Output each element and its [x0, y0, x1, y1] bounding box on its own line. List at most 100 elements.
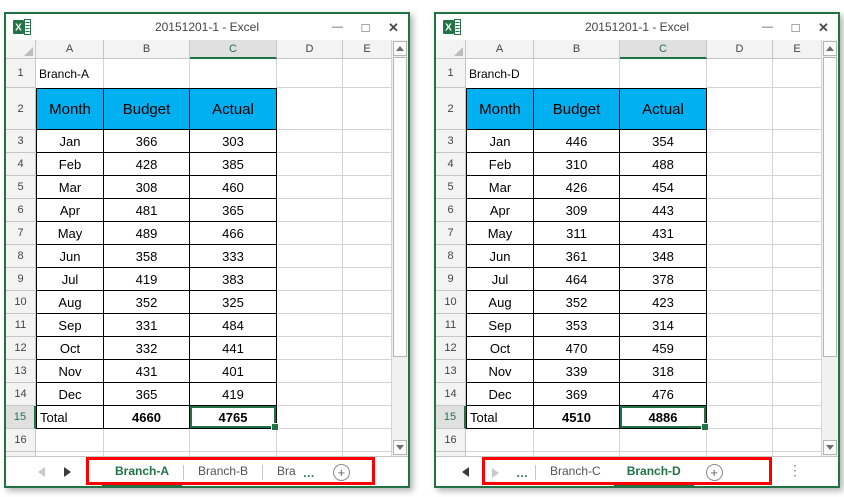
row-header[interactable]: 2 — [436, 88, 466, 130]
header-cell-actual[interactable]: Actual — [620, 88, 707, 130]
cell[interactable] — [773, 383, 821, 406]
cell[interactable] — [343, 59, 391, 88]
row-header[interactable]: 17 — [6, 452, 36, 456]
cell-month[interactable]: May — [36, 222, 104, 245]
cell-actual[interactable]: 460 — [190, 176, 277, 199]
cell[interactable] — [277, 429, 343, 452]
cell[interactable] — [773, 314, 821, 337]
row-header-selected[interactable]: 15 — [6, 406, 36, 429]
minimize-button[interactable]: — — [762, 20, 773, 33]
close-button[interactable]: ✕ — [388, 19, 399, 35]
column-header-a[interactable]: A — [36, 40, 104, 59]
cell-actual[interactable]: 454 — [620, 176, 707, 199]
row-header[interactable]: 8 — [436, 245, 466, 268]
cell[interactable] — [707, 291, 773, 314]
cell-budget[interactable]: 446 — [534, 130, 620, 153]
tab-overflow-ellipsis[interactable]: … — [302, 465, 316, 480]
cell-budget[interactable]: 361 — [534, 245, 620, 268]
row-header[interactable]: 16 — [436, 429, 466, 452]
cell-actual[interactable]: 419 — [190, 383, 277, 406]
row-header[interactable]: 16 — [6, 429, 36, 452]
cell-month[interactable]: Jun — [36, 245, 104, 268]
cell[interactable] — [277, 245, 343, 268]
cell[interactable] — [104, 452, 190, 456]
cell[interactable] — [773, 199, 821, 222]
excel-app-icon[interactable]: X — [443, 19, 461, 35]
cell[interactable] — [343, 314, 391, 337]
cell-budget[interactable]: 470 — [534, 337, 620, 360]
cell[interactable] — [277, 176, 343, 199]
scrollbar-thumb[interactable] — [393, 57, 407, 357]
cell[interactable] — [343, 337, 391, 360]
cell-actual[interactable]: 484 — [190, 314, 277, 337]
sheet-tab-branch-d-active[interactable]: Branch-D — [613, 459, 694, 486]
cell-actual[interactable]: 443 — [620, 199, 707, 222]
cell-budget[interactable]: 419 — [104, 268, 190, 291]
row-header[interactable]: 6 — [436, 199, 466, 222]
cell[interactable] — [773, 130, 821, 153]
cell-month[interactable]: Mar — [36, 176, 104, 199]
cell-actual[interactable]: 476 — [620, 383, 707, 406]
cell-actual[interactable]: 423 — [620, 291, 707, 314]
cell-budget[interactable]: 464 — [534, 268, 620, 291]
cell[interactable] — [773, 222, 821, 245]
cell[interactable] — [343, 406, 391, 429]
sheet-tab-branch-b[interactable]: Branch-B — [198, 464, 249, 478]
cell[interactable] — [620, 452, 707, 456]
column-header-e[interactable]: E — [773, 40, 821, 59]
fill-handle[interactable] — [271, 423, 279, 431]
cell-actual[interactable]: 354 — [620, 130, 707, 153]
cell-budget[interactable]: 431 — [104, 360, 190, 383]
cell-actual[interactable]: 314 — [620, 314, 707, 337]
row-header[interactable]: 13 — [6, 360, 36, 383]
select-all-corner[interactable] — [436, 40, 466, 59]
cell[interactable] — [343, 268, 391, 291]
header-cell-budget[interactable]: Budget — [104, 88, 190, 130]
row-header[interactable]: 5 — [6, 176, 36, 199]
cell[interactable] — [707, 360, 773, 383]
cell[interactable] — [104, 429, 190, 452]
cell[interactable] — [277, 199, 343, 222]
cell[interactable] — [707, 429, 773, 452]
cell-month[interactable]: Aug — [466, 291, 534, 314]
row-header[interactable]: 14 — [436, 383, 466, 406]
cell[interactable] — [343, 383, 391, 406]
cell[interactable] — [773, 268, 821, 291]
cell-a1-sheet-label[interactable]: Branch-A — [36, 59, 104, 88]
cell-total-label[interactable]: Total — [466, 406, 534, 429]
vertical-scrollbar[interactable] — [821, 40, 838, 456]
cell[interactable] — [343, 88, 391, 130]
row-header[interactable]: 10 — [436, 291, 466, 314]
cell[interactable] — [707, 245, 773, 268]
cell-budget[interactable]: 353 — [534, 314, 620, 337]
cell[interactable] — [466, 429, 534, 452]
cell[interactable] — [534, 59, 620, 88]
cell-actual[interactable]: 441 — [190, 337, 277, 360]
cell-month[interactable]: Jan — [466, 130, 534, 153]
cell-budget[interactable]: 310 — [534, 153, 620, 176]
scrollbar-track[interactable] — [392, 357, 408, 439]
cell-month[interactable]: Mar — [466, 176, 534, 199]
cell[interactable] — [707, 337, 773, 360]
cell[interactable] — [707, 153, 773, 176]
cell[interactable] — [773, 406, 821, 429]
cell[interactable] — [707, 88, 773, 130]
scroll-up-button[interactable] — [393, 41, 407, 56]
cell[interactable] — [277, 452, 343, 456]
cell[interactable] — [773, 176, 821, 199]
column-header-c-selected[interactable]: C — [620, 40, 707, 59]
column-header-a[interactable]: A — [466, 40, 534, 59]
cell[interactable] — [707, 199, 773, 222]
row-header[interactable]: 8 — [6, 245, 36, 268]
titlebar[interactable]: X 20151201-1 - Excel — □ ✕ — [6, 14, 408, 40]
cell[interactable] — [534, 429, 620, 452]
scrollbar-thumb[interactable] — [823, 57, 837, 357]
column-header-d[interactable]: D — [277, 40, 343, 59]
cell[interactable] — [343, 199, 391, 222]
cell[interactable] — [707, 222, 773, 245]
cell[interactable] — [707, 268, 773, 291]
minimize-button[interactable]: — — [332, 20, 343, 33]
cell-budget[interactable]: 308 — [104, 176, 190, 199]
scroll-down-button[interactable] — [393, 440, 407, 455]
cell-budget[interactable]: 489 — [104, 222, 190, 245]
